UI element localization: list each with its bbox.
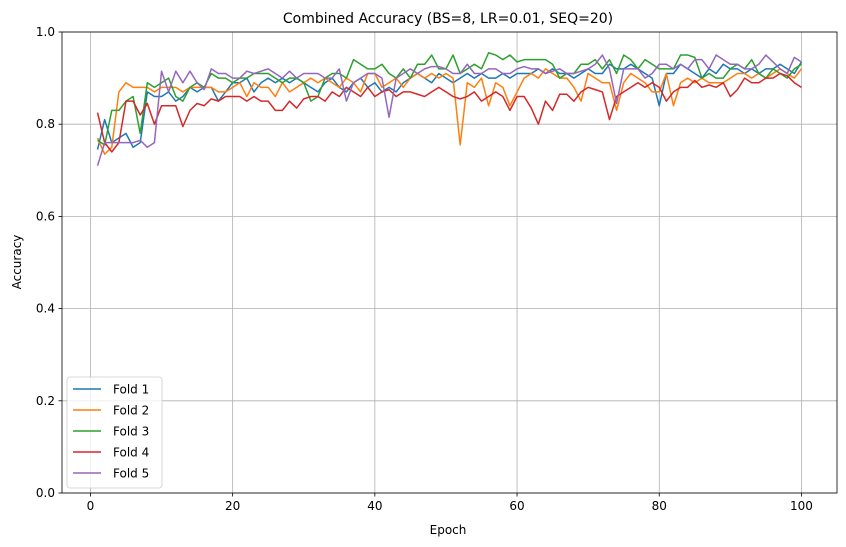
y-tick-label: 0.8 <box>36 117 55 131</box>
legend-label-fold-1: Fold 1 <box>113 383 149 397</box>
series-line-fold-2 <box>96 68 803 155</box>
x-axis-label: Epoch <box>430 523 467 537</box>
y-tick-label: 0.2 <box>36 394 55 408</box>
y-tick-label: 0.0 <box>36 486 55 500</box>
x-axis-ticks: 0 20 40 60 80 100 <box>87 493 813 513</box>
legend: Fold 1 Fold 2 Fold 3 Fold 4 Fold 5 <box>66 376 163 489</box>
x-tick-label: 0 <box>87 499 95 513</box>
legend-label-fold-2: Fold 2 <box>113 404 149 418</box>
y-axis-label: Accuracy <box>10 235 24 290</box>
legend-label-fold-4: Fold 4 <box>113 446 149 460</box>
x-tick-label: 60 <box>509 499 524 513</box>
x-tick-label: 20 <box>225 499 240 513</box>
plot-area-frame <box>61 31 838 494</box>
legend-frame <box>66 376 163 489</box>
series-line-fold-5 <box>96 54 802 166</box>
series-line-fold-3 <box>97 52 802 146</box>
x-tick-label: 40 <box>367 499 382 513</box>
y-tick-label: 0.4 <box>36 302 55 316</box>
y-tick-label: 1.0 <box>36 25 55 39</box>
legend-label-fold-5: Fold 5 <box>113 467 149 481</box>
x-tick-label: 100 <box>790 499 813 513</box>
legend-label-fold-3: Fold 3 <box>113 425 149 439</box>
y-tick-label: 0.6 <box>36 209 55 223</box>
series-line-fold-4 <box>96 72 802 153</box>
series-lines <box>96 52 803 166</box>
y-axis-ticks: 0.0 0.2 0.4 0.6 0.8 1.0 <box>36 25 62 500</box>
chart-title: Combined Accuracy (BS=8, LR=0.01, SEQ=20… <box>283 11 613 27</box>
x-tick-label: 80 <box>652 499 667 513</box>
